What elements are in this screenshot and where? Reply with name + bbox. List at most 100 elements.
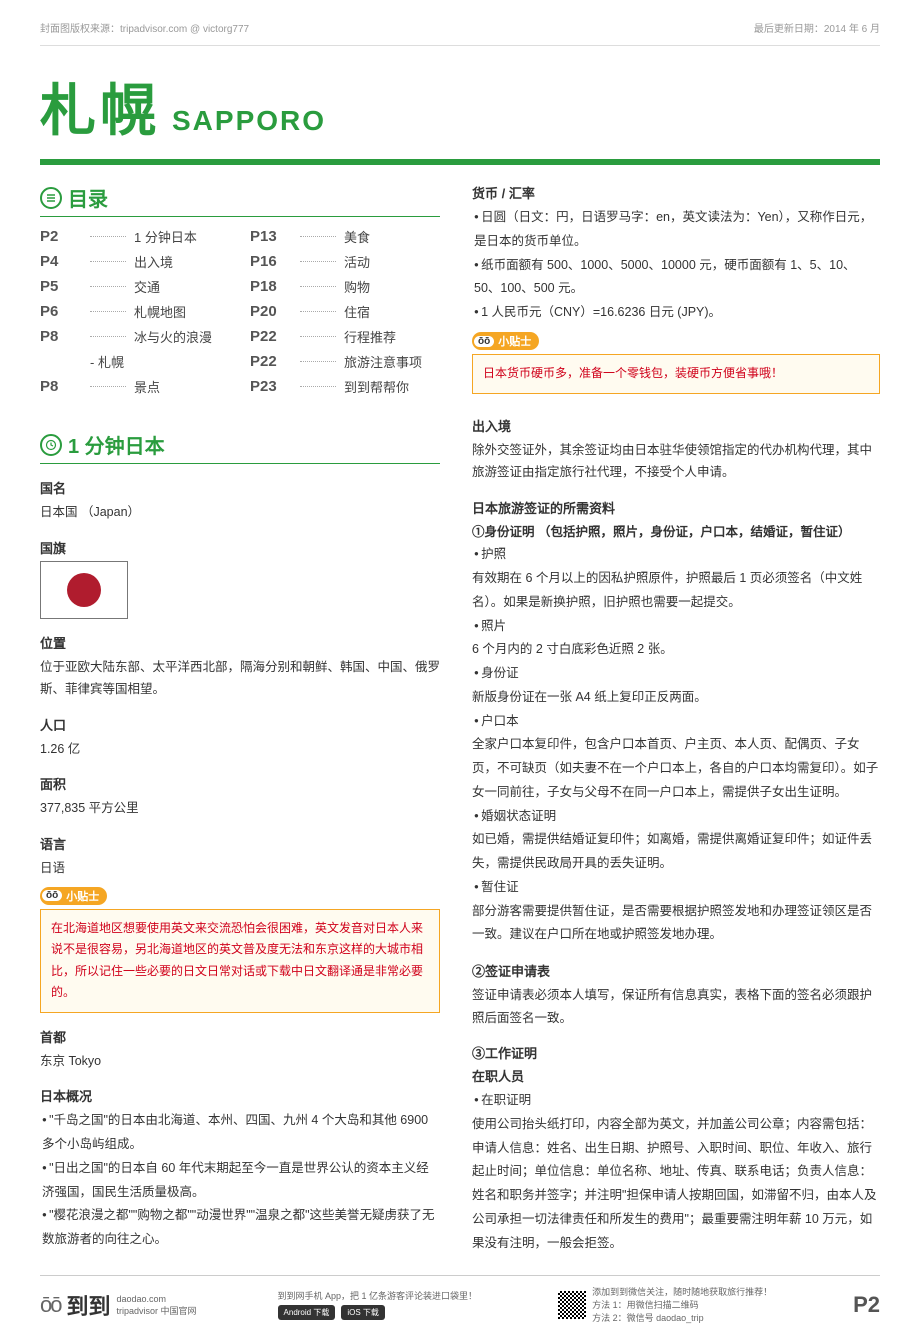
toc-row[interactable]: P22 行程推荐 [250,327,440,346]
toc-dots [90,286,126,287]
toc-page-num: P22 [250,328,292,345]
toc-sublabel: - 札幌 [90,352,230,371]
toc-dots [300,386,336,387]
minute-japan-title: 1 分钟日本 [68,430,165,459]
marriage-bullet: 婚姻状态证明 [472,805,880,829]
employment-cert-text: 使用公司抬头纸打印，内容全部为英文，并加盖公司公章；内容需包括：申请人信息：姓名… [472,1113,880,1256]
toc-page-num: P2 [40,228,82,245]
toc-dots [90,261,126,262]
work-proof-heading: ③工作证明 [472,1043,880,1062]
tip-label: 小贴士 [498,333,531,349]
app-promo-text: 到到网手机 App，把 1 亿条游客评论装进口袋里！ [278,1290,478,1303]
toc-label: 冰与火的浪漫 [134,327,212,346]
toc-page-num: P4 [40,253,82,270]
toc-row[interactable]: P4 出入境 [40,252,230,271]
brand-name: 到到 [66,1289,110,1321]
toc-label: 购物 [344,277,370,296]
language-tip-box: 在北海道地区想要使用英文来交流恐怕会很困难，英文发音对日本人来说不是很容易，另北… [40,909,440,1013]
two-column-layout: 目录 P21 分钟日本P4出入境P5交通P6札幌地图P8冰与火的浪漫- 札幌P8… [40,183,880,1255]
photo-text: 6 个月内的 2 寸白底彩色近照 2 张。 [472,638,880,662]
clock-icon [40,434,62,456]
toc-row[interactable]: P18 购物 [250,277,440,296]
toc-page-num: P16 [250,253,292,270]
country-name-heading: 国名 [40,478,440,497]
copyright-text: 封面图版权来源：tripadvisor.com @ victorg777 [40,20,249,35]
toc-dots [300,361,336,362]
toc-page-num: P22 [250,353,292,370]
currency-line-3: 1 人民币元（CNY）=16.6236 日元 (JPY)。 [472,301,880,325]
currency-tip-box: 日本货币硬币多，准备一个零钱包，装硬币方便省事哦！ [472,354,880,394]
brand-domain: daodao.com [117,1293,197,1306]
toc-label: 美食 [344,227,370,246]
toc-row[interactable]: P8景点 [40,377,230,396]
tip-badge: ōō 小贴士 [40,887,107,905]
toc-grid: P21 分钟日本P4出入境P5交通P6札幌地图P8冰与火的浪漫- 札幌P8景点 … [40,227,440,402]
toc-dots [300,336,336,337]
entry-heading: 出入境 [472,416,880,435]
android-download-button[interactable]: Android 下载 [278,1305,336,1320]
toc-label: 活动 [344,252,370,271]
toc-page-num: P18 [250,278,292,295]
toc-row[interactable]: P23到到帮帮你 [250,377,440,396]
wechat-line-1: 添加到到微信关注，随时随地获取旅行推荐！ [592,1286,772,1299]
toc-label: 交通 [134,277,160,296]
location-heading: 位置 [40,633,440,652]
visa-req-heading: 日本旅游签证的所需资料 [472,498,880,517]
id-proof-bold: ①身份证明 （包括护照，照片，身份证，户口本，结婚证，暂住证） [472,525,850,539]
footer-wechat-area: 添加到到微信关注，随时随地获取旅行推荐！ 方法 1：用微信扫描二维码 方法 2：… [558,1286,772,1324]
toc-row[interactable]: P16 活动 [250,252,440,271]
toc-row[interactable]: P21 分钟日本 [40,227,230,246]
owl-eyes-icon: ōō [42,890,62,901]
area-heading: 面积 [40,774,440,793]
toc-heading: 目录 [40,183,440,217]
toc-dots [300,236,336,237]
passport-text: 有效期在 6 个月以上的因私护照原件，护照最后 1 页必须签名（中文姓名）。如果… [472,567,880,615]
toc-dots [90,236,126,237]
temp-residence-text: 部分游客需要提供暂住证，是否需要根据护照签发地和办理签证领区是否一致。建议在户口… [472,900,880,948]
wechat-line-2: 方法 1：用微信扫描二维码 [592,1299,772,1312]
id-proof-heading: ①身份证明 （包括护照，照片，身份证，户口本，结婚证，暂住证） [472,521,880,544]
currency-heading: 货币 / 汇率 [472,183,880,202]
country-name-value: 日本国 （Japan） [40,501,440,524]
toc-page-num: P23 [250,378,292,395]
capital-heading: 首都 [40,1027,440,1046]
toc-col-left: P21 分钟日本 P4 出入境 P5 交通 P6札幌地图 P8 冰与火的浪漫 - 札幌 P8景点 [40,227,230,402]
footer-app-promo: 到到网手机 App，把 1 亿条游客评论装进口袋里！ Android 下载 iO… [278,1290,478,1320]
toc-row[interactable]: P6札幌地图 [40,302,230,321]
toc-dots [300,261,336,262]
toc-row[interactable]: P20住宿 [250,302,440,321]
ios-download-button[interactable]: iOS 下载 [341,1305,385,1320]
overview-bullet-1: "千岛之国"的日本由北海道、本州、四国、九州 4 个大岛和其他 6900 多个小… [40,1109,440,1157]
qr-code-icon [558,1291,586,1319]
toc-dots [300,286,336,287]
photo-bullet: 照片 [472,615,880,639]
brand-subtext: daodao.com tripadvisor 中国官网 [117,1293,197,1318]
toc-page-num: P8 [40,328,82,345]
owl-eyes-icon: ōō [474,336,494,347]
wechat-line-3: 方法 2：微信号 daodao_trip [592,1312,772,1325]
toc-label: 出入境 [134,252,173,271]
top-meta-bar: 封面图版权来源：tripadvisor.com @ victorg777 最后更… [40,20,880,46]
language-value: 日语 [40,857,440,880]
language-heading: 语言 [40,834,440,853]
idcard-bullet: 身份证 [472,662,880,686]
toc-page-num: P5 [40,278,82,295]
flag-circle [67,573,101,607]
japan-flag [40,561,128,619]
title-chinese: 札幌 [40,66,160,147]
visa-form-text: 签证申请表必须本人填写，保证所有信息真实，表格下面的签名必须跟护照后面签名一致。 [472,984,880,1029]
toc-row[interactable]: P13美食 [250,227,440,246]
green-divider [40,159,880,165]
toc-row[interactable]: P22旅游注意事项 [250,352,440,371]
toc-row[interactable]: P5 交通 [40,277,230,296]
temp-residence-bullet: 暂住证 [472,876,880,900]
overview-bullet-2: "日出之国"的日本自 60 年代末期起至今一直是世界公认的资本主义经济强国，国民… [40,1157,440,1205]
brand-tagline: tripadvisor 中国官网 [117,1305,197,1318]
toc-label: 行程推荐 [344,327,396,346]
minute-japan-heading: 1 分钟日本 [40,430,440,464]
flag-heading: 国旗 [40,538,440,557]
toc-dots [90,386,126,387]
toc-row[interactable]: P8 冰与火的浪漫 [40,327,230,346]
tip-block-language: ōō 小贴士 在北海道地区想要使用英文来交流恐怕会很困难，英文发音对日本人来说不… [40,885,440,1013]
toc-page-num: P8 [40,378,82,395]
